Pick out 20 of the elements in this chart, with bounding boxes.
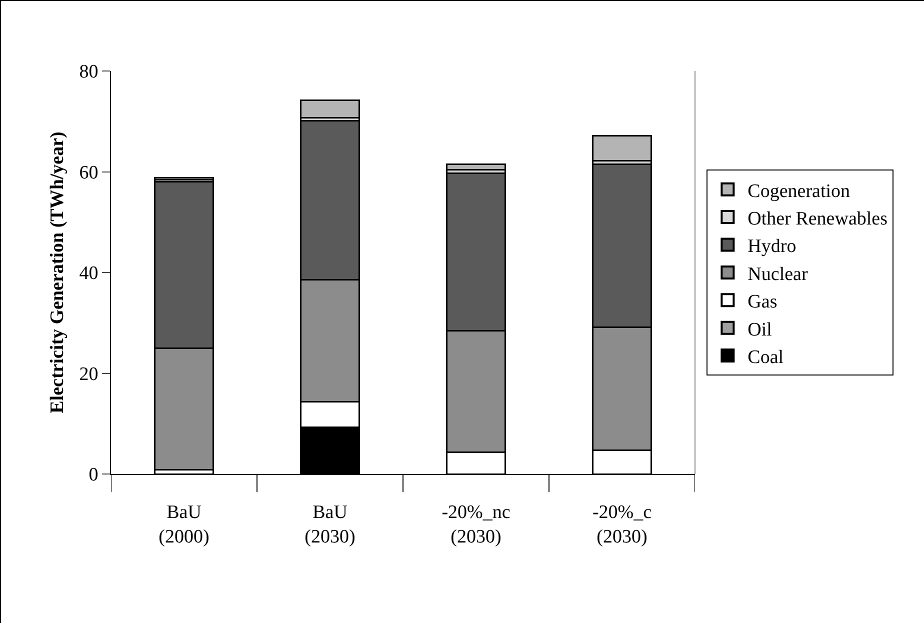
legend-label: Hydro xyxy=(748,236,796,258)
legend-label: Gas xyxy=(748,292,778,313)
y-tick-label: 20 xyxy=(79,364,98,385)
x-tick-label: BaU (2000) xyxy=(158,502,210,548)
y-tick-label: 0 xyxy=(88,464,98,486)
legend-label: Other Renewables xyxy=(748,208,888,230)
bar xyxy=(592,135,652,162)
x-tick-label: -20%_nc (2030) xyxy=(442,502,510,548)
legend-label: Cogeneration xyxy=(748,180,851,202)
x-tick-label: -20%_c (2030) xyxy=(592,502,652,548)
y-tick-label: 80 xyxy=(79,62,98,83)
legend-label: Nuclear xyxy=(748,264,808,285)
legend-label: Coal xyxy=(748,346,784,368)
y-tick-label: 60 xyxy=(79,162,98,184)
y-tick-label: 40 xyxy=(79,263,98,284)
legend-label: Oil xyxy=(748,319,772,340)
x-tick-label: BaU (2030) xyxy=(304,502,356,548)
bar xyxy=(300,99,360,119)
y-axis-title: Electricity Generation (TWh/year) xyxy=(47,132,68,414)
bar xyxy=(446,163,506,170)
